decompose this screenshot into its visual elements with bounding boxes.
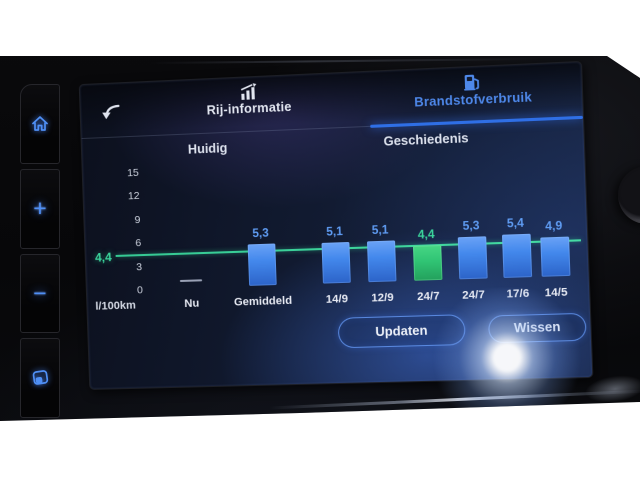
- y-tick-label: 6: [135, 237, 142, 250]
- tab-brandstofverbruik[interactable]: Brandstofverbruik: [373, 69, 574, 112]
- fuel-consumption-chart: 15 12 9 6 3 0 4,4 Nu Gemiddeld 5,3 14/9 5,1 12/9 5,…: [82, 118, 589, 313]
- y-tick-label: 15: [126, 166, 140, 180]
- bezel-top-highlight: [150, 57, 540, 65]
- y-axis-unit-label: l/100km: [95, 299, 136, 313]
- display-icon: [32, 370, 49, 385]
- volume-up-button[interactable]: +: [20, 168, 60, 249]
- minus-icon: −: [33, 279, 47, 306]
- fuel-pump-icon: [464, 74, 482, 91]
- tab-label: Rij-informatie: [206, 99, 292, 118]
- bar-value-label: 5,1: [326, 226, 344, 239]
- rotary-knob[interactable]: [618, 166, 640, 224]
- category-label: Gemiddeld: [233, 294, 293, 309]
- bar-value-label: 5,1: [371, 224, 389, 238]
- bar-value-label: 4,9: [545, 220, 563, 234]
- plus-icon: +: [33, 195, 47, 222]
- consumption-bar: [412, 244, 442, 281]
- y-tick-label: 3: [136, 260, 143, 273]
- consumption-bar: [366, 240, 396, 283]
- action-button-row: Updaten Wissen: [337, 311, 587, 349]
- volume-down-button[interactable]: −: [20, 253, 60, 334]
- consumption-bar: [320, 242, 351, 284]
- back-arrow-icon: [102, 104, 120, 119]
- category-label: Nu: [184, 297, 200, 311]
- no-data-dash: [179, 279, 203, 283]
- consumption-bar: [501, 233, 532, 278]
- y-tick-label: 12: [127, 190, 140, 203]
- consumption-bar: [247, 243, 277, 286]
- home-icon: [32, 116, 48, 132]
- consumption-bar: [457, 235, 488, 280]
- infotainment-screen: Rij-informatie Brandstofverbruik Huidig …: [78, 60, 594, 390]
- tab-bar: Rij-informatie Brandstofverbruik: [79, 61, 583, 140]
- tab-label: Brandstofverbruik: [413, 90, 533, 110]
- bar-value-label: 5,3: [252, 227, 269, 240]
- home-button[interactable]: [20, 84, 60, 164]
- display-button[interactable]: [20, 338, 60, 418]
- updaten-button[interactable]: Updaten: [337, 314, 466, 349]
- category-label: 14/5: [544, 286, 568, 300]
- y-tick-label: 0: [136, 284, 144, 297]
- reference-value-label: 4,4: [94, 249, 112, 265]
- consumption-bar: [539, 236, 570, 277]
- corner-reflection: [583, 371, 640, 407]
- tab-rij-informatie[interactable]: Rij-informatie: [152, 79, 347, 120]
- back-button[interactable]: [98, 101, 125, 126]
- wissen-button[interactable]: Wissen: [487, 312, 587, 343]
- hardware-button-bezel: + −: [20, 84, 60, 418]
- bar-chart-trend-icon: [238, 83, 257, 100]
- y-tick-label: 9: [134, 213, 141, 226]
